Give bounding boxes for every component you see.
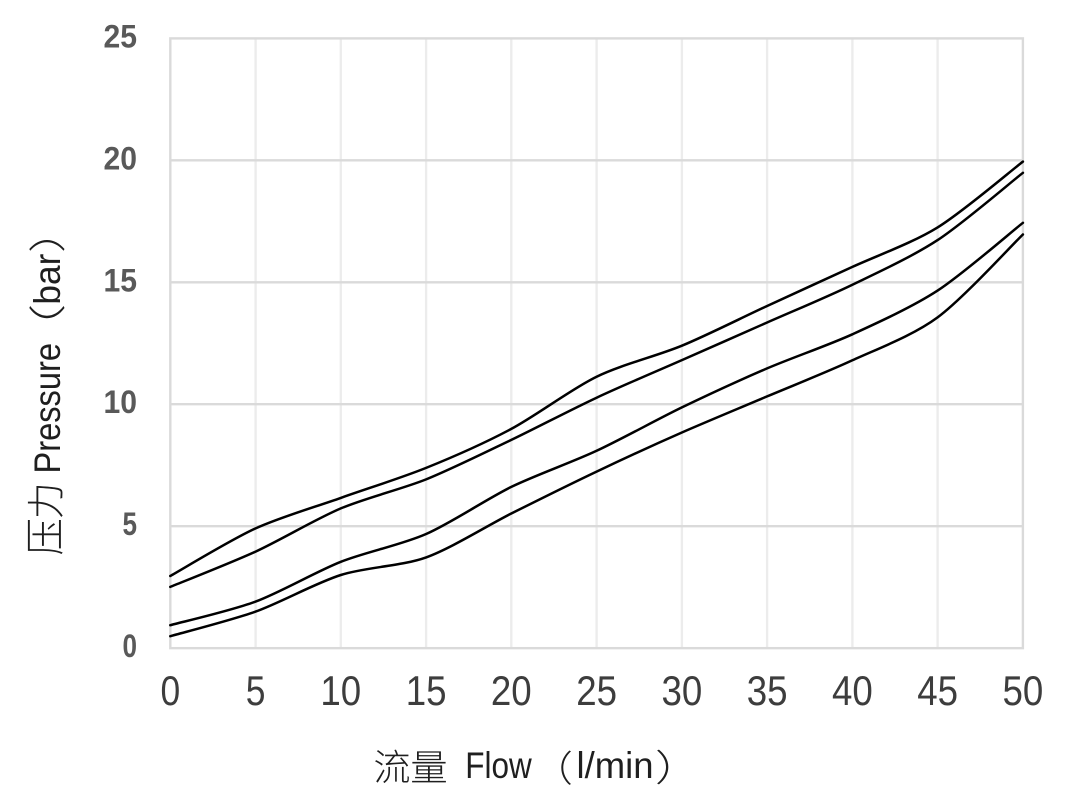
svg-text:35: 35 [747, 667, 788, 714]
svg-text:5: 5 [246, 667, 266, 714]
svg-text:25: 25 [104, 18, 138, 54]
svg-text:10: 10 [320, 667, 361, 714]
svg-text:20: 20 [104, 140, 138, 176]
svg-text:30: 30 [662, 667, 703, 714]
svg-text:15: 15 [104, 262, 138, 298]
svg-text:50: 50 [1003, 667, 1044, 714]
svg-text:40: 40 [832, 667, 873, 714]
svg-text:0: 0 [123, 628, 138, 664]
svg-text:0: 0 [160, 667, 180, 714]
svg-text:45: 45 [917, 667, 958, 714]
svg-text:15: 15 [406, 667, 447, 714]
svg-text:bar: bar [27, 254, 68, 305]
svg-text:10: 10 [104, 384, 138, 420]
svg-text:20: 20 [491, 667, 532, 714]
svg-text:25: 25 [576, 667, 617, 714]
svg-text:l/min: l/min [577, 745, 654, 786]
svg-text:5: 5 [123, 506, 138, 542]
svg-text:Pressure: Pressure [27, 343, 68, 474]
svg-text:Flow: Flow [465, 745, 532, 786]
